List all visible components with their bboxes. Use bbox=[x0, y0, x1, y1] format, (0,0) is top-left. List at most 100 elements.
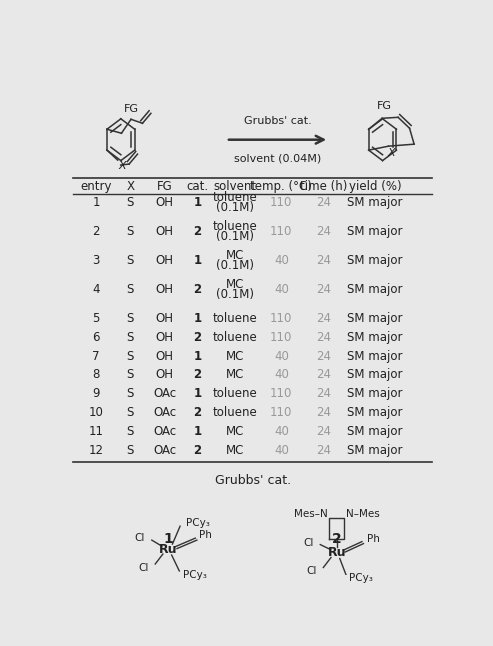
Text: toluene: toluene bbox=[213, 406, 258, 419]
Text: SM major: SM major bbox=[347, 312, 403, 325]
Text: solvent (0.04M): solvent (0.04M) bbox=[234, 154, 321, 163]
Text: (0.1M): (0.1M) bbox=[216, 259, 254, 272]
Text: 24: 24 bbox=[316, 388, 331, 401]
Text: S: S bbox=[127, 283, 134, 296]
Text: 24: 24 bbox=[316, 368, 331, 382]
Text: (0.1M): (0.1M) bbox=[216, 202, 254, 214]
Text: (0.1M): (0.1M) bbox=[216, 230, 254, 243]
Text: Grubbs' cat.: Grubbs' cat. bbox=[244, 116, 312, 126]
Text: 2: 2 bbox=[193, 225, 201, 238]
Text: 110: 110 bbox=[270, 196, 292, 209]
Text: 110: 110 bbox=[270, 331, 292, 344]
Text: 3: 3 bbox=[92, 254, 100, 267]
Text: cat.: cat. bbox=[186, 180, 209, 193]
Text: SM major: SM major bbox=[347, 368, 403, 382]
Text: SM major: SM major bbox=[347, 331, 403, 344]
Text: X: X bbox=[387, 148, 394, 158]
Text: toluene: toluene bbox=[213, 220, 258, 233]
Text: SM major: SM major bbox=[347, 444, 403, 457]
Text: 12: 12 bbox=[89, 444, 104, 457]
Text: S: S bbox=[127, 196, 134, 209]
Text: 24: 24 bbox=[316, 196, 331, 209]
Text: FG: FG bbox=[157, 180, 173, 193]
Text: Cl: Cl bbox=[307, 567, 317, 576]
Text: 24: 24 bbox=[316, 225, 331, 238]
Text: OH: OH bbox=[156, 331, 174, 344]
Text: 2: 2 bbox=[92, 225, 100, 238]
Text: Ph: Ph bbox=[199, 530, 212, 540]
Text: 110: 110 bbox=[270, 225, 292, 238]
Text: 24: 24 bbox=[316, 254, 331, 267]
Text: 24: 24 bbox=[316, 283, 331, 296]
Text: 40: 40 bbox=[274, 368, 289, 382]
Text: 9: 9 bbox=[92, 388, 100, 401]
Text: solvent: solvent bbox=[214, 180, 257, 193]
Text: 40: 40 bbox=[274, 254, 289, 267]
Text: 4: 4 bbox=[92, 283, 100, 296]
Text: entry: entry bbox=[80, 180, 112, 193]
Text: MC: MC bbox=[226, 278, 245, 291]
Text: 1: 1 bbox=[193, 425, 201, 438]
Text: 10: 10 bbox=[89, 406, 104, 419]
Text: 1: 1 bbox=[193, 254, 201, 267]
Text: S: S bbox=[127, 425, 134, 438]
Text: 2: 2 bbox=[193, 444, 201, 457]
Text: OH: OH bbox=[156, 312, 174, 325]
Text: OH: OH bbox=[156, 368, 174, 382]
Text: OH: OH bbox=[156, 196, 174, 209]
Text: 8: 8 bbox=[92, 368, 100, 382]
Text: toluene: toluene bbox=[213, 312, 258, 325]
Text: FG: FG bbox=[124, 105, 139, 114]
Text: 7: 7 bbox=[92, 349, 100, 362]
Text: X: X bbox=[118, 161, 126, 171]
Text: (0.1M): (0.1M) bbox=[216, 288, 254, 301]
Text: toluene: toluene bbox=[213, 388, 258, 401]
Text: S: S bbox=[127, 225, 134, 238]
Text: MC: MC bbox=[226, 444, 245, 457]
Text: 24: 24 bbox=[316, 444, 331, 457]
Text: MC: MC bbox=[226, 249, 245, 262]
Text: 11: 11 bbox=[89, 425, 104, 438]
Text: SM major: SM major bbox=[347, 425, 403, 438]
Text: MC: MC bbox=[226, 425, 245, 438]
Text: SM major: SM major bbox=[347, 406, 403, 419]
Text: SM major: SM major bbox=[347, 225, 403, 238]
Text: Ru: Ru bbox=[159, 543, 178, 556]
Text: MC: MC bbox=[226, 368, 245, 382]
Text: 6: 6 bbox=[92, 331, 100, 344]
Text: X: X bbox=[126, 180, 135, 193]
Text: OH: OH bbox=[156, 225, 174, 238]
Text: PCy₃: PCy₃ bbox=[183, 570, 207, 580]
Text: Mes–N: Mes–N bbox=[294, 509, 328, 519]
Text: SM major: SM major bbox=[347, 196, 403, 209]
Text: SM major: SM major bbox=[347, 388, 403, 401]
Text: 40: 40 bbox=[274, 283, 289, 296]
Text: 24: 24 bbox=[316, 312, 331, 325]
Text: OAc: OAc bbox=[153, 444, 176, 457]
Text: 2: 2 bbox=[193, 331, 201, 344]
Text: 2: 2 bbox=[193, 283, 201, 296]
Text: time (h): time (h) bbox=[300, 180, 347, 193]
Text: S: S bbox=[127, 444, 134, 457]
Text: OH: OH bbox=[156, 349, 174, 362]
Text: Cl: Cl bbox=[303, 537, 314, 548]
Text: Grubbs' cat.: Grubbs' cat. bbox=[214, 474, 291, 487]
Text: OH: OH bbox=[156, 254, 174, 267]
Text: 1: 1 bbox=[164, 532, 174, 546]
Text: S: S bbox=[127, 312, 134, 325]
Text: 24: 24 bbox=[316, 406, 331, 419]
Text: SM major: SM major bbox=[347, 254, 403, 267]
Text: 1: 1 bbox=[193, 312, 201, 325]
Text: PCy₃: PCy₃ bbox=[349, 574, 373, 583]
Text: 24: 24 bbox=[316, 425, 331, 438]
Text: Cl: Cl bbox=[135, 533, 145, 543]
Text: OAc: OAc bbox=[153, 425, 176, 438]
Text: Cl: Cl bbox=[139, 563, 149, 573]
Text: temp. (°C): temp. (°C) bbox=[250, 180, 312, 193]
Text: 2: 2 bbox=[193, 406, 201, 419]
Text: 110: 110 bbox=[270, 388, 292, 401]
Text: OH: OH bbox=[156, 283, 174, 296]
Text: 24: 24 bbox=[316, 349, 331, 362]
Text: 1: 1 bbox=[193, 349, 201, 362]
Text: S: S bbox=[127, 406, 134, 419]
